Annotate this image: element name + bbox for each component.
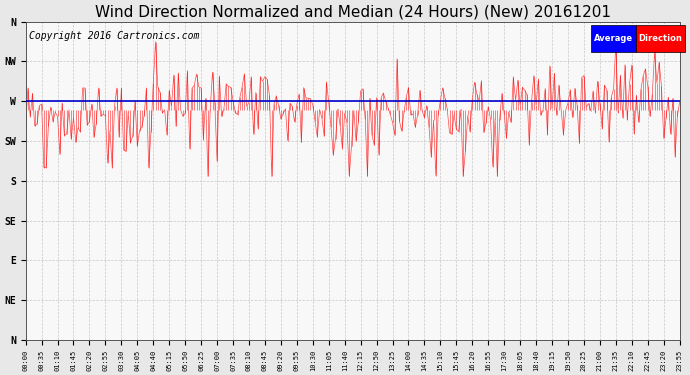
- Title: Wind Direction Normalized and Median (24 Hours) (New) 20161201: Wind Direction Normalized and Median (24…: [95, 4, 611, 19]
- Text: Copyright 2016 Cartronics.com: Copyright 2016 Cartronics.com: [29, 31, 199, 41]
- Text: Direction: Direction: [638, 34, 682, 43]
- FancyBboxPatch shape: [636, 25, 685, 52]
- FancyBboxPatch shape: [591, 25, 636, 52]
- Text: Average: Average: [594, 34, 633, 43]
